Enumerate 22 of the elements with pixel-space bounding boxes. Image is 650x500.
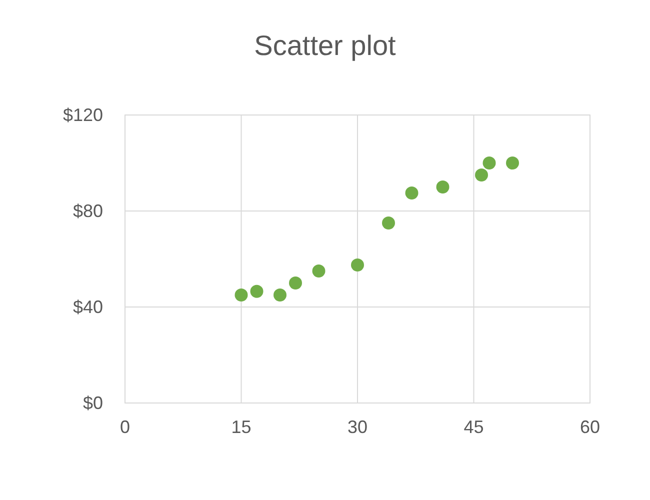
x-tick-label: 30 bbox=[347, 417, 368, 437]
x-tick-label: 45 bbox=[464, 417, 484, 437]
y-tick-label: $120 bbox=[62, 105, 103, 125]
point bbox=[405, 186, 418, 200]
y-tick-label: $80 bbox=[72, 201, 103, 221]
point bbox=[482, 156, 496, 170]
point bbox=[382, 216, 395, 230]
point bbox=[274, 288, 286, 302]
chart-title: Scatter plot bbox=[254, 30, 396, 61]
point bbox=[250, 284, 264, 298]
x-tick-label: 60 bbox=[580, 417, 600, 437]
point bbox=[234, 288, 248, 302]
point bbox=[436, 180, 450, 194]
x-tick-label: 15 bbox=[231, 417, 252, 437]
y-tick-label: $0 bbox=[82, 393, 103, 413]
point bbox=[475, 168, 488, 182]
y-tick-label: $40 bbox=[72, 297, 103, 317]
point bbox=[289, 276, 302, 290]
point bbox=[351, 258, 364, 272]
point bbox=[506, 156, 519, 170]
point bbox=[312, 264, 326, 278]
x-tick-label: 0 bbox=[120, 417, 130, 437]
